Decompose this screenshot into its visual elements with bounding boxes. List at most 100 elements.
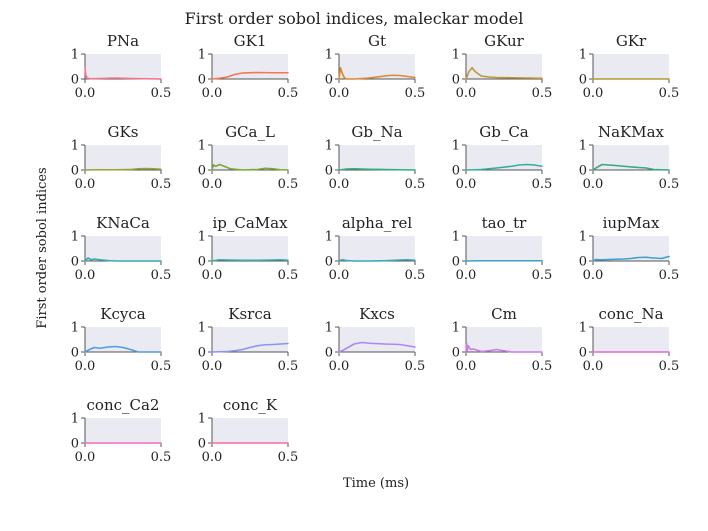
subplot-background xyxy=(85,418,161,443)
x-tick-label: 0.5 xyxy=(151,86,172,101)
y-tick-label: 1 xyxy=(198,412,206,427)
subplot-grid: PNa 0 1 0.0 0.5 GK1 0 1 0.0 0.5 Gt 0 1 0.0 0.5 GKur 0 1 0.… xyxy=(71,32,680,465)
x-tick-label: 0.0 xyxy=(202,268,223,283)
y-tick-label: 1 xyxy=(325,48,333,63)
subplot-13: tao_tr 0 1 0.0 0.5 xyxy=(452,214,553,283)
subplot-12: alpha_rel 0 1 0.0 0.5 xyxy=(325,214,426,283)
subplot-title: conc_Ca2 xyxy=(87,396,160,414)
series-line-nakmax xyxy=(592,163,670,171)
subplot-21: conc_K 0 1 0.0 0.5 xyxy=(198,396,299,465)
subplot-6: GCa_L 0 1 0.0 0.5 xyxy=(198,123,299,192)
subplot-title: GCa_L xyxy=(225,123,275,141)
y-tick-label: 0 xyxy=(198,164,206,179)
subplot-background xyxy=(85,54,161,79)
y-tick-label: 1 xyxy=(579,48,587,63)
series-line-gca-l xyxy=(211,163,289,171)
y-tick-label: 1 xyxy=(325,321,333,336)
subplot-background xyxy=(466,236,542,261)
series-line-gk1 xyxy=(211,71,289,80)
series-line-ksrca xyxy=(211,342,289,353)
x-tick-label: 0.5 xyxy=(532,268,553,283)
subplot-9: NaKMax 0 1 0.0 0.5 xyxy=(579,123,680,192)
x-tick-label: 0.0 xyxy=(202,177,223,192)
y-tick-label: 0 xyxy=(198,346,206,361)
y-tick-label: 0 xyxy=(579,73,587,88)
x-tick-label: 0.0 xyxy=(583,86,604,101)
series-line-ip-camax xyxy=(211,258,289,262)
y-tick-label: 0 xyxy=(452,164,460,179)
subplot-background xyxy=(339,145,415,170)
subplot-19: conc_Na 0 1 0.0 0.5 xyxy=(579,305,680,374)
subplot-17: Kxcs 0 1 0.0 0.5 xyxy=(325,305,426,374)
y-tick-label: 1 xyxy=(579,321,587,336)
subplot-title: ip_CaMax xyxy=(212,214,288,232)
x-tick-label: 0.5 xyxy=(405,268,426,283)
subplot-background xyxy=(339,236,415,261)
y-tick-label: 0 xyxy=(198,255,206,270)
subplot-10: KNaCa 0 1 0.0 0.5 xyxy=(71,214,172,283)
x-tick-label: 0.0 xyxy=(456,268,477,283)
y-tick-label: 1 xyxy=(71,48,79,63)
subplot-background xyxy=(466,327,542,352)
x-tick-label: 0.5 xyxy=(278,86,299,101)
y-tick-label: 1 xyxy=(71,321,79,336)
subplot-background xyxy=(339,327,415,352)
subplot-7: Gb_Na 0 1 0.0 0.5 xyxy=(325,123,426,192)
y-tick-label: 0 xyxy=(198,437,206,452)
series-line-gt xyxy=(338,66,416,80)
subplot-14: iupMax 0 1 0.0 0.5 xyxy=(579,214,680,283)
x-tick-label: 0.0 xyxy=(456,359,477,374)
x-tick-label: 0.0 xyxy=(202,450,223,465)
subplot-background xyxy=(466,54,542,79)
y-tick-label: 1 xyxy=(452,48,460,63)
y-tick-label: 1 xyxy=(198,230,206,245)
x-tick-label: 0.0 xyxy=(329,359,350,374)
series-line-gb-na xyxy=(338,167,416,171)
y-tick-label: 0 xyxy=(452,255,460,270)
x-tick-label: 0.5 xyxy=(405,177,426,192)
subplot-background xyxy=(85,236,161,261)
y-tick-label: 1 xyxy=(452,230,460,245)
subplot-title: Gb_Na xyxy=(351,123,402,141)
y-tick-label: 1 xyxy=(579,139,587,154)
subplot-background xyxy=(339,54,415,79)
x-tick-label: 0.0 xyxy=(329,268,350,283)
subplot-title: PNa xyxy=(107,32,139,50)
subplot-5: GKs 0 1 0.0 0.5 xyxy=(71,123,172,192)
y-tick-label: 1 xyxy=(452,321,460,336)
series-line-gkur xyxy=(465,66,543,80)
series-line-iupmax xyxy=(592,255,670,262)
x-tick-label: 0.0 xyxy=(202,86,223,101)
y-tick-label: 0 xyxy=(71,73,79,88)
x-tick-label: 0.0 xyxy=(329,86,350,101)
series-line-pna xyxy=(84,66,162,80)
y-tick-label: 1 xyxy=(325,230,333,245)
y-tick-label: 0 xyxy=(71,346,79,361)
y-tick-label: 0 xyxy=(325,164,333,179)
subplot-background xyxy=(593,327,669,352)
y-tick-label: 0 xyxy=(325,255,333,270)
subplot-title: conc_Na xyxy=(598,305,663,323)
x-tick-label: 0.0 xyxy=(456,177,477,192)
subplot-2: Gt 0 1 0.0 0.5 xyxy=(325,32,426,101)
x-tick-label: 0.5 xyxy=(405,359,426,374)
series-line-knaca xyxy=(84,257,162,262)
y-tick-label: 1 xyxy=(452,139,460,154)
x-tick-label: 0.0 xyxy=(75,86,96,101)
subplot-4: GKr 0 1 0.0 0.5 xyxy=(579,32,680,101)
subplot-background xyxy=(466,145,542,170)
subplot-20: conc_Ca2 0 1 0.0 0.5 xyxy=(71,396,172,465)
series-line-kcyca xyxy=(84,345,162,353)
subplot-background xyxy=(593,54,669,79)
y-tick-label: 1 xyxy=(71,139,79,154)
y-tick-label: 1 xyxy=(198,321,206,336)
x-tick-label: 0.0 xyxy=(583,268,604,283)
x-tick-label: 0.5 xyxy=(278,359,299,374)
x-tick-label: 0.5 xyxy=(659,268,680,283)
series-line-gks xyxy=(84,167,162,171)
y-tick-label: 0 xyxy=(71,164,79,179)
y-tick-label: 1 xyxy=(198,48,206,63)
x-tick-label: 0.5 xyxy=(532,359,553,374)
series-line-kxcs xyxy=(338,341,416,353)
